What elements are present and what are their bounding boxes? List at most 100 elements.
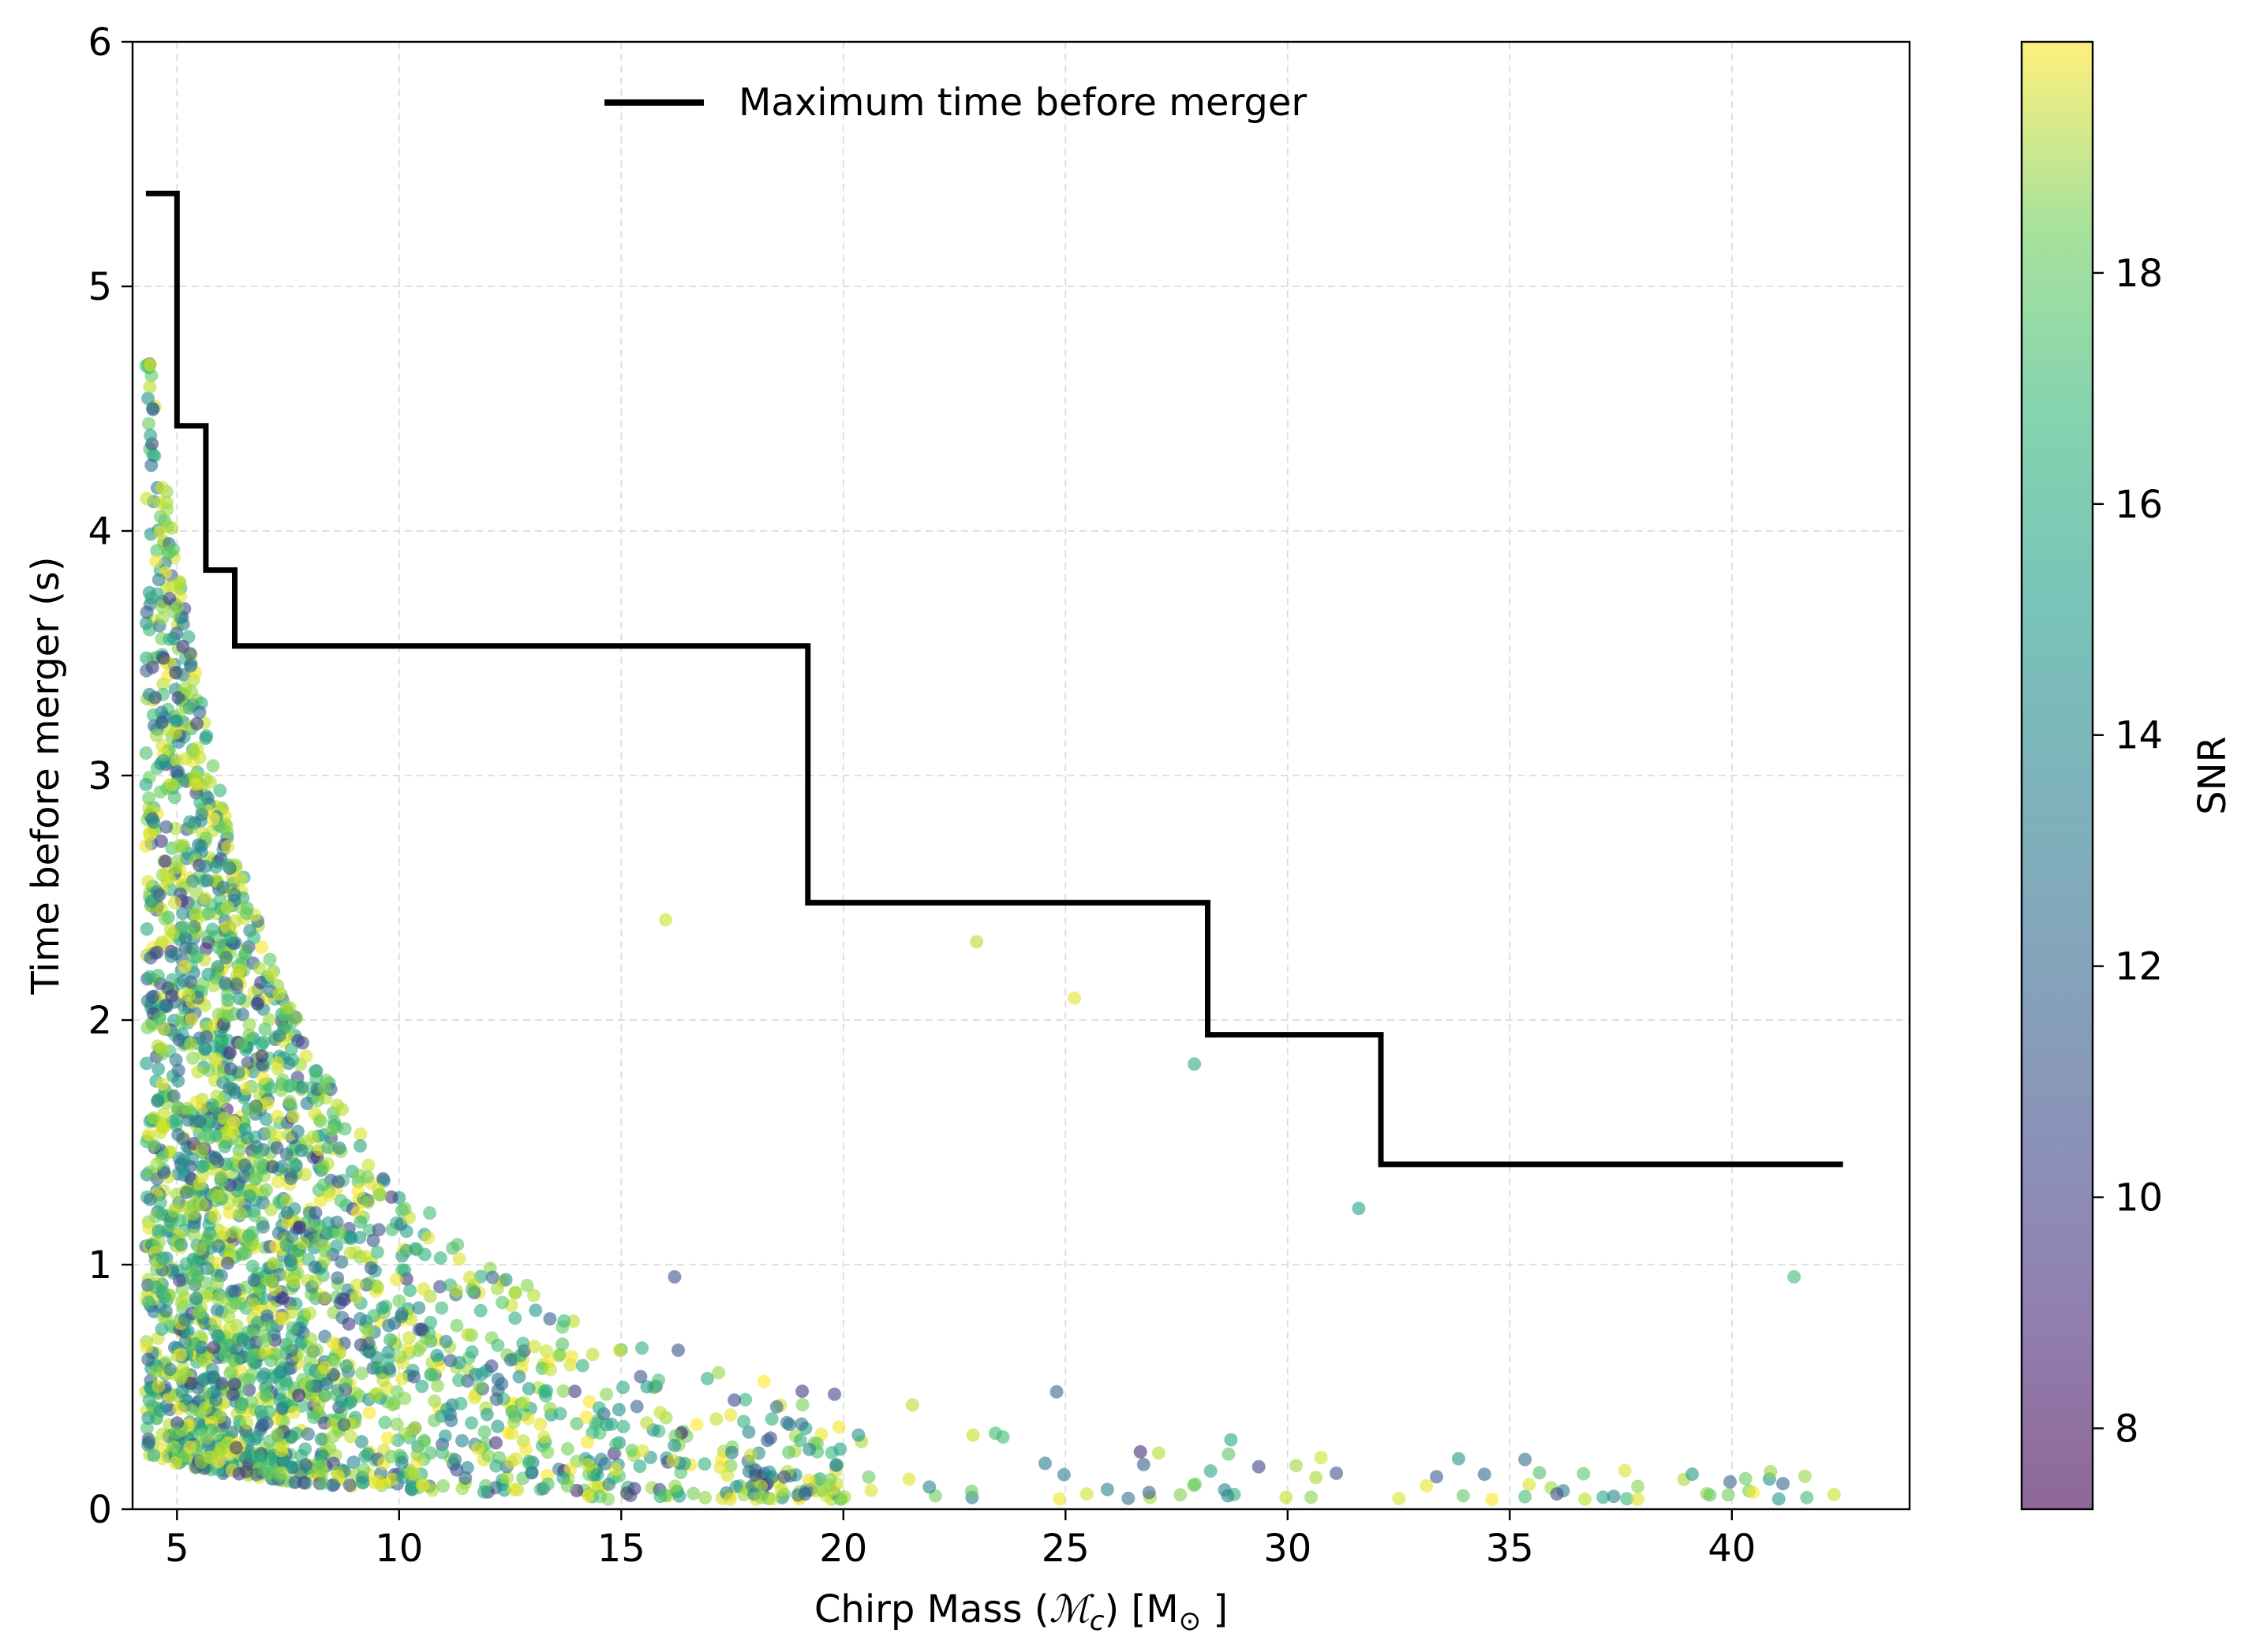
scatter-point: [317, 1291, 331, 1305]
scatter-point: [1420, 1478, 1434, 1493]
scatter-point: [309, 1273, 323, 1288]
scatter-point: [158, 1290, 171, 1304]
scatter-point: [591, 1479, 605, 1493]
scatter-point: [152, 1235, 166, 1249]
scatter-point: [361, 1158, 376, 1172]
scatter-point: [1057, 1467, 1071, 1482]
scatter-point: [720, 1468, 735, 1482]
scatter-point: [141, 1411, 155, 1425]
scatter-point: [1456, 1489, 1470, 1503]
scatter-point: [183, 1441, 197, 1454]
scatter-point: [211, 1292, 225, 1306]
scatter-point: [690, 1418, 704, 1432]
scatter-point: [226, 1388, 240, 1401]
scatter-point: [354, 1215, 368, 1229]
scatter-point: [533, 1417, 548, 1431]
scatter-point: [541, 1477, 555, 1491]
scatter-point: [1787, 1270, 1801, 1284]
scatter-point: [415, 1379, 429, 1393]
scatter-point: [612, 1403, 626, 1417]
scatter-point: [208, 1314, 223, 1329]
scatter-point: [170, 600, 185, 615]
scatter-point: [193, 1177, 207, 1191]
scatter-point: [412, 1301, 426, 1315]
scatter-point: [297, 1475, 311, 1489]
legend-label: Maximum time before merger: [739, 80, 1307, 125]
scatter-point: [262, 1405, 276, 1418]
scatter-point: [200, 1261, 215, 1276]
scatter-point: [193, 1115, 207, 1128]
scatter-point: [201, 967, 215, 981]
scatter-point: [386, 1398, 400, 1412]
scatter-point: [316, 1476, 330, 1490]
scatter-point: [156, 651, 170, 665]
scatter-point: [172, 1273, 186, 1288]
scatter-point: [144, 458, 159, 473]
scatter-point: [581, 1435, 594, 1449]
scatter-point: [272, 987, 286, 1001]
scatter-point: [725, 1445, 739, 1460]
scatter-point: [514, 1348, 528, 1362]
scatter-point: [303, 1353, 317, 1367]
scatter-point: [521, 1411, 535, 1426]
scatter-point: [575, 1359, 589, 1373]
scatter-point: [287, 1157, 301, 1171]
scatter-point: [252, 1452, 266, 1467]
scatter-point: [177, 974, 191, 988]
scatter-point: [450, 1463, 464, 1477]
scatter-point: [242, 1018, 256, 1032]
scatter-point: [316, 1178, 331, 1192]
scatter-point: [287, 1405, 301, 1419]
scatter-point: [155, 480, 169, 495]
scatter-point: [677, 1456, 691, 1471]
scatter-point: [782, 1445, 795, 1460]
scatter-point: [491, 1338, 505, 1352]
scatter-point: [239, 1082, 253, 1096]
scatter-point: [384, 1449, 398, 1463]
scatter-point: [491, 1419, 505, 1433]
scatter-point: [181, 989, 196, 1003]
scatter-point: [687, 1486, 701, 1501]
scatter-point: [168, 1456, 182, 1470]
scatter-point: [301, 1427, 315, 1441]
scatter-point: [150, 945, 164, 959]
scatter-point: [152, 1379, 166, 1393]
scatter-point: [198, 859, 212, 873]
scatter-point: [339, 1359, 354, 1374]
scatter-point: [477, 1485, 491, 1499]
scatter-point: [368, 1475, 382, 1489]
scatter-point: [435, 1301, 449, 1315]
scatter-point: [560, 1442, 574, 1456]
scatter-point: [227, 1116, 241, 1130]
scatter-point: [780, 1415, 794, 1430]
scatter-point: [147, 1138, 161, 1153]
scatter-point: [1620, 1492, 1634, 1506]
scatter-point: [270, 1428, 284, 1442]
scatter-point: [348, 1416, 362, 1430]
scatter-point: [256, 1220, 270, 1234]
scatter-point: [188, 1337, 202, 1351]
scatter-point: [1049, 1385, 1064, 1399]
scatter-point: [185, 1051, 200, 1065]
scatter-point: [140, 1340, 154, 1355]
scatter-point: [152, 1223, 166, 1237]
scatter-point: [193, 1242, 207, 1256]
scatter-point: [485, 1270, 499, 1284]
scatter-point: [279, 1147, 294, 1161]
scatter-point: [1532, 1466, 1547, 1480]
scatter-point: [428, 1414, 441, 1428]
scatter-point: [1723, 1474, 1737, 1489]
scatter-point: [436, 1445, 450, 1460]
scatter-point: [153, 525, 167, 540]
scatter-point: [327, 1355, 342, 1369]
scatter-point: [378, 1415, 392, 1430]
scatter-point: [296, 1236, 310, 1250]
scatter-point: [167, 895, 181, 910]
scatter-point: [640, 1380, 654, 1394]
scatter-point: [517, 1396, 531, 1410]
scatter-point: [387, 1316, 402, 1330]
scatter-point: [1068, 991, 1082, 1005]
scatter-point: [398, 1202, 412, 1216]
scatter-point: [232, 963, 246, 977]
scatter-point: [399, 1243, 413, 1258]
